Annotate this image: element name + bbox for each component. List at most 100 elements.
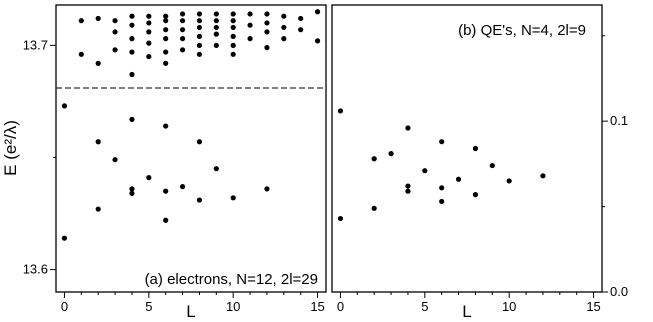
data-point bbox=[213, 166, 219, 172]
x-tick-label: 15 bbox=[586, 299, 600, 314]
data-point bbox=[163, 49, 169, 55]
y-tick-label: 0.1 bbox=[610, 113, 628, 128]
data-point bbox=[337, 108, 344, 114]
data-point bbox=[405, 125, 411, 131]
data-point bbox=[196, 139, 203, 145]
data-point bbox=[129, 36, 135, 42]
data-point bbox=[230, 33, 236, 39]
data-point bbox=[196, 51, 203, 57]
panel-a-label: (a) electrons, N=12, 2l=29 bbox=[145, 271, 318, 288]
data-point bbox=[163, 217, 169, 223]
data-point bbox=[196, 33, 203, 39]
data-point bbox=[264, 45, 270, 51]
panel-a-x-axis-title: L bbox=[186, 302, 195, 321]
data-point bbox=[264, 29, 270, 35]
data-point bbox=[314, 9, 321, 15]
data-point bbox=[112, 157, 118, 163]
data-point bbox=[506, 178, 512, 184]
panel-a-points bbox=[61, 9, 321, 241]
data-point bbox=[179, 27, 186, 33]
data-point bbox=[78, 51, 84, 57]
data-point bbox=[439, 185, 445, 191]
data-point bbox=[129, 190, 135, 196]
data-point bbox=[281, 24, 287, 31]
data-point bbox=[213, 18, 219, 24]
data-point bbox=[146, 20, 152, 26]
data-point bbox=[213, 11, 219, 17]
data-point bbox=[129, 22, 135, 28]
data-point bbox=[230, 18, 236, 24]
data-point bbox=[146, 29, 152, 35]
panel-b-label: (b) QE's, N=4, 2l=9 bbox=[458, 22, 586, 39]
y-axis-title: E (e²/λ) bbox=[1, 120, 20, 176]
panel-b-x-axis-title: L bbox=[462, 302, 471, 321]
data-point bbox=[422, 168, 428, 174]
data-point bbox=[163, 36, 169, 42]
data-point bbox=[112, 29, 118, 35]
x-tick-label: 0 bbox=[61, 299, 68, 314]
data-point bbox=[129, 116, 135, 122]
data-point bbox=[230, 11, 236, 17]
data-point bbox=[146, 13, 152, 19]
data-point bbox=[337, 215, 344, 222]
data-point bbox=[213, 24, 219, 31]
data-point bbox=[247, 22, 253, 28]
y-tick-label: 0.0 bbox=[610, 284, 628, 299]
data-point bbox=[61, 103, 68, 109]
data-point bbox=[489, 162, 495, 169]
data-point bbox=[196, 11, 203, 17]
x-tick-label: 5 bbox=[421, 299, 428, 314]
data-point bbox=[112, 47, 118, 53]
panel-b-points bbox=[337, 108, 546, 222]
data-point bbox=[163, 60, 169, 66]
x-tick-label: 5 bbox=[145, 299, 152, 314]
data-point bbox=[439, 139, 445, 145]
data-point bbox=[146, 175, 152, 181]
data-point bbox=[540, 173, 546, 179]
data-point bbox=[472, 145, 479, 152]
data-point bbox=[78, 18, 84, 24]
x-tick-label: 15 bbox=[310, 299, 324, 314]
data-point bbox=[472, 192, 479, 198]
data-point bbox=[439, 198, 445, 205]
y-tick-label: 13.6 bbox=[23, 262, 48, 277]
data-point bbox=[179, 11, 186, 17]
data-point bbox=[179, 184, 186, 190]
data-point bbox=[230, 24, 236, 31]
data-point bbox=[95, 60, 101, 66]
panel-a-frame bbox=[55, 4, 327, 293]
data-point bbox=[314, 38, 321, 44]
panel-b-frame bbox=[331, 4, 603, 293]
data-point bbox=[196, 197, 203, 203]
data-point bbox=[146, 40, 152, 46]
data-point bbox=[264, 11, 270, 17]
data-point bbox=[230, 51, 236, 57]
data-point bbox=[213, 42, 219, 48]
data-point bbox=[179, 18, 186, 24]
x-tick-label: 10 bbox=[226, 299, 240, 314]
data-point bbox=[163, 27, 169, 33]
data-point bbox=[163, 18, 169, 24]
data-point bbox=[230, 195, 236, 201]
y-tick-label: 13.7 bbox=[23, 37, 48, 52]
data-point bbox=[61, 235, 68, 241]
data-point bbox=[129, 71, 135, 78]
x-tick-label: 0 bbox=[337, 299, 344, 314]
data-point bbox=[247, 11, 253, 17]
data-point bbox=[281, 13, 287, 19]
data-point bbox=[455, 176, 462, 182]
data-point bbox=[112, 18, 118, 24]
data-point bbox=[281, 36, 287, 42]
data-point bbox=[371, 205, 377, 211]
data-point bbox=[196, 18, 203, 24]
data-point bbox=[129, 49, 135, 55]
data-point bbox=[298, 27, 304, 33]
data-point bbox=[264, 20, 270, 26]
data-point bbox=[179, 47, 186, 53]
data-point bbox=[129, 13, 135, 19]
data-point bbox=[163, 13, 169, 19]
panel-b-ticks: 0 5 10 15 0.0 0.1 bbox=[337, 35, 628, 314]
data-point bbox=[196, 42, 203, 48]
panel-a: (a) electrons, N=12, 2l=29 E (e²/λ) L 0 5… bbox=[1, 4, 327, 321]
